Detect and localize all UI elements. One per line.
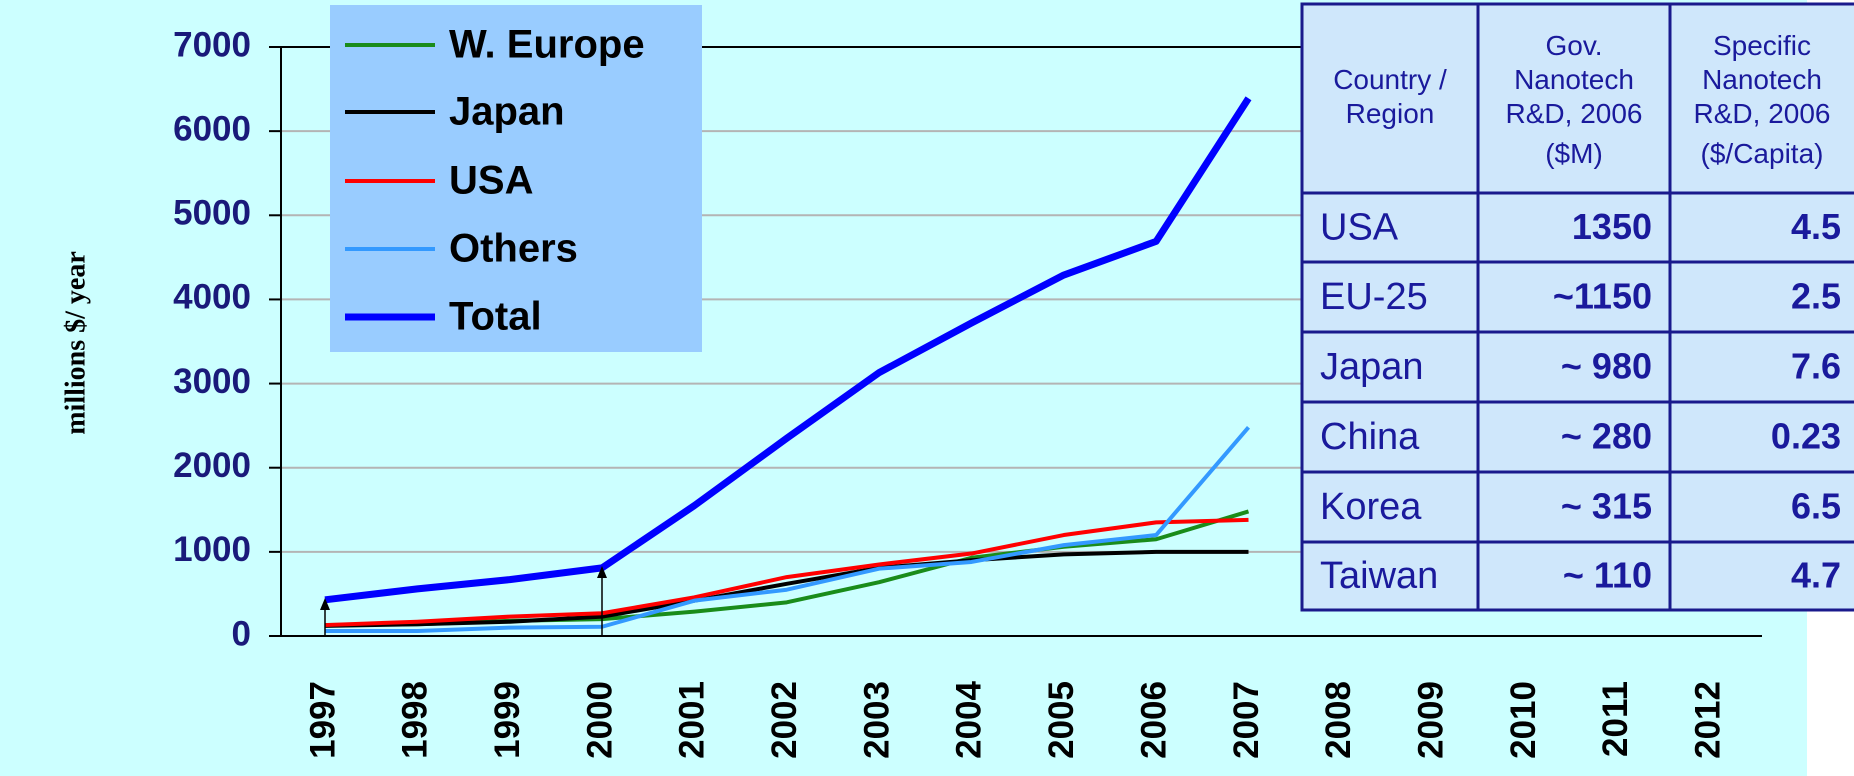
table-header: Region [1346,98,1435,129]
series-line [324,517,1249,628]
table-cell: Taiwan [1320,555,1438,597]
arrow [597,566,607,636]
table-header: Gov. [1545,30,1602,61]
y-axis-label: millions $/ year [60,251,91,435]
series-line [325,426,1251,633]
table-header: Country / [1333,64,1447,95]
table-cell: 4.7 [1791,555,1841,596]
legend-label: Others [449,227,578,271]
x-tick-label: 2012 [1689,681,1728,759]
x-tick-label: 2007 [1227,681,1266,759]
table-cell: 2.5 [1791,276,1841,317]
table-cell: 6.5 [1791,486,1841,527]
table-cell: ~ 315 [1561,486,1652,527]
legend [330,5,702,352]
table-cell: 1350 [1572,206,1652,247]
arrow [320,598,330,636]
x-tick-label: 1999 [488,681,527,759]
x-tick-label: 2010 [1504,681,1543,759]
table-cell: 7.6 [1791,346,1841,387]
legend-label: Total [449,295,542,339]
y-tick-label: 2000 [173,446,251,485]
table-cell: ~ 980 [1561,346,1652,387]
table-header: Nanotech [1702,64,1822,95]
legend-label: USA [449,159,533,203]
y-tick-label: 0 [232,614,251,653]
table-cell: 4.5 [1791,206,1841,247]
table-header: Nanotech [1514,64,1634,95]
x-tick-label: 1998 [396,681,435,759]
x-tick-label: 2003 [857,681,896,759]
legend-label: W. Europe [449,23,645,67]
table-cell: ~ 280 [1561,416,1652,457]
x-tick-label: 2004 [950,680,989,758]
x-tick-label: 2001 [673,681,712,759]
y-tick-label: 5000 [173,194,251,233]
table-cell: EU-25 [1320,276,1428,318]
table-cell: China [1320,416,1420,458]
x-tick-label: 2006 [1134,681,1173,759]
table-cell: 0.23 [1771,416,1841,457]
x-tick-label: 2009 [1411,681,1450,759]
table-cell: USA [1320,207,1399,249]
table-header: ($/Capita) [1701,138,1824,169]
y-tick-label: 1000 [173,530,251,569]
y-tick-label: 6000 [173,109,251,148]
x-tick-label: 2005 [1042,681,1081,759]
table-header: R&D, 2006 [1506,98,1643,129]
series-line [324,96,1252,604]
table-background [1300,2,1854,612]
y-tick-label: 7000 [173,25,251,64]
table-header: R&D, 2006 [1694,98,1831,129]
y-tick-label: 4000 [173,278,251,317]
table-cell: ~1150 [1553,276,1652,317]
x-tick-label: 2000 [580,681,619,759]
x-tick-label: 2011 [1596,681,1635,757]
y-tick-label: 3000 [173,362,251,401]
legend-label: Japan [449,90,565,134]
table-cell: Japan [1320,346,1424,388]
x-tick-label: 1997 [303,681,342,759]
table-header: ($M) [1545,138,1603,169]
x-tick-label: 2002 [765,681,804,759]
table-cell: ~ 110 [1563,555,1652,596]
table-cell: Korea [1320,486,1422,528]
table-header: Specific [1713,30,1811,61]
series-line [324,549,1249,628]
x-tick-label: 2008 [1319,681,1358,759]
